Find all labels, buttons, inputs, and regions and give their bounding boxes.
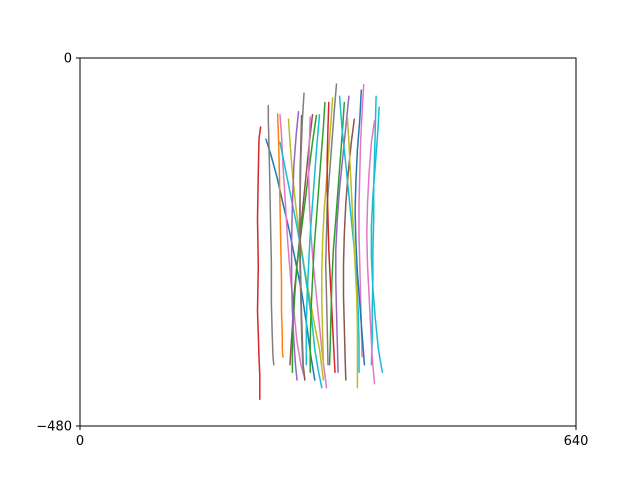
x-tick-label-1: 0 xyxy=(76,434,84,449)
series-line-15 xyxy=(309,101,326,374)
series-line-3 xyxy=(267,104,275,366)
series-line-13 xyxy=(307,116,328,389)
y-tick-label-1: 0 xyxy=(64,52,72,67)
x-tick-label-2: 640 xyxy=(564,434,589,449)
series-line-4 xyxy=(276,113,284,358)
series-line-9 xyxy=(279,141,323,389)
series-line-18 xyxy=(326,101,336,374)
tick-layer: 0 640 0 −480 xyxy=(36,52,588,450)
series-line-27 xyxy=(366,120,376,385)
series-line-2 xyxy=(265,138,316,381)
y-tick-label-2: −480 xyxy=(36,420,72,435)
series-line-17 xyxy=(324,83,338,366)
series-line-16 xyxy=(321,97,334,366)
series-line-14 xyxy=(305,113,321,366)
series-line-22 xyxy=(338,95,360,374)
series-line-23 xyxy=(346,117,359,389)
series-line-28 xyxy=(370,106,384,374)
series-line-25 xyxy=(354,89,366,366)
series-layer xyxy=(256,83,384,400)
series-line-12 xyxy=(298,92,305,374)
series-line-26 xyxy=(370,95,377,366)
series-line-19 xyxy=(328,101,346,366)
series-line-1 xyxy=(256,126,262,400)
plot-frame xyxy=(79,57,577,427)
series-line-10 xyxy=(290,110,300,381)
